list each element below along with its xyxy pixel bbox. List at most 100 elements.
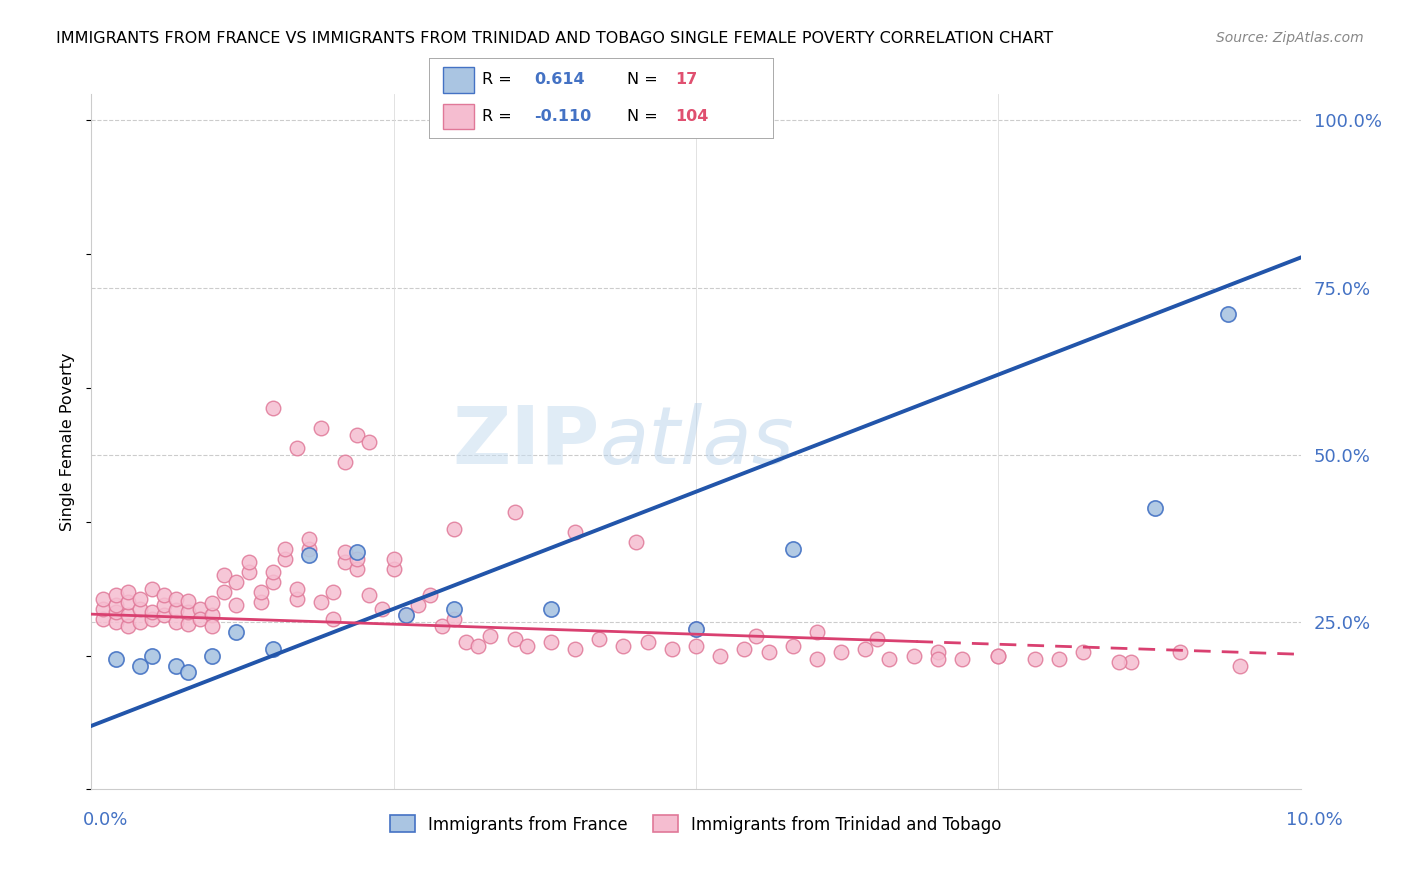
Point <box>395 608 418 623</box>
Text: ZIP: ZIP <box>451 402 599 481</box>
Point <box>782 541 804 556</box>
Point <box>927 645 949 659</box>
Point <box>612 639 634 653</box>
Point <box>128 602 150 616</box>
Point <box>540 602 562 616</box>
Point <box>588 632 610 646</box>
Point <box>516 639 538 653</box>
Point <box>382 551 405 566</box>
Point <box>733 642 755 657</box>
Point <box>335 545 357 559</box>
Point <box>987 648 1010 663</box>
Point <box>225 575 247 590</box>
Point <box>201 608 224 623</box>
Point <box>346 551 368 566</box>
Text: R =: R = <box>482 72 517 87</box>
Point <box>298 532 321 546</box>
Point <box>1047 652 1070 666</box>
Y-axis label: Single Female Poverty: Single Female Poverty <box>60 352 76 531</box>
Point <box>443 612 465 626</box>
Point <box>709 648 731 663</box>
Text: -0.110: -0.110 <box>534 109 591 124</box>
Legend: Immigrants from France, Immigrants from Trinidad and Tobago: Immigrants from France, Immigrants from … <box>384 809 1008 840</box>
Point <box>214 568 236 582</box>
Point <box>479 628 502 642</box>
Point <box>93 602 115 616</box>
Point <box>285 582 308 596</box>
Point <box>141 612 163 626</box>
Point <box>745 628 768 642</box>
Point <box>540 635 562 649</box>
Text: N =: N = <box>627 72 662 87</box>
Point <box>153 599 176 613</box>
Bar <box>443 67 474 93</box>
Point <box>249 585 271 599</box>
Point <box>262 401 284 416</box>
Point <box>225 625 247 640</box>
Point <box>382 562 405 576</box>
Point <box>430 618 453 632</box>
Point <box>285 442 308 456</box>
Text: IMMIGRANTS FROM FRANCE VS IMMIGRANTS FROM TRINIDAD AND TOBAGO SINGLE FEMALE POVE: IMMIGRANTS FROM FRANCE VS IMMIGRANTS FRO… <box>56 31 1053 46</box>
Point <box>177 665 200 680</box>
Point <box>406 599 429 613</box>
Point <box>238 555 260 569</box>
Point <box>322 585 344 599</box>
Point <box>1168 645 1191 659</box>
Point <box>1144 501 1167 516</box>
Text: 17: 17 <box>675 72 697 87</box>
Text: R =: R = <box>482 109 517 124</box>
Point <box>1121 655 1143 669</box>
Text: atlas: atlas <box>599 402 794 481</box>
Point <box>1216 307 1239 322</box>
Point <box>104 589 127 603</box>
Point <box>117 595 139 609</box>
Point <box>153 608 176 623</box>
Point <box>128 658 150 673</box>
Point <box>661 642 683 657</box>
Point <box>128 615 150 630</box>
Point <box>903 648 925 663</box>
Point <box>782 639 804 653</box>
Point <box>853 642 876 657</box>
Point <box>685 622 707 636</box>
Point <box>165 603 187 617</box>
Text: Source: ZipAtlas.com: Source: ZipAtlas.com <box>1216 31 1364 45</box>
Point <box>201 597 224 611</box>
Point <box>346 428 368 442</box>
Point <box>93 591 115 606</box>
Point <box>1024 652 1046 666</box>
Point <box>866 632 889 646</box>
Point <box>758 645 780 659</box>
Point <box>685 639 707 653</box>
Point <box>309 421 332 435</box>
Point <box>177 594 200 608</box>
Point <box>141 605 163 619</box>
Point <box>467 639 489 653</box>
Point <box>359 589 381 603</box>
Point <box>104 615 127 630</box>
Point <box>443 521 465 535</box>
Point <box>177 605 200 619</box>
Point <box>346 545 368 559</box>
Point <box>165 591 187 606</box>
Point <box>141 582 163 596</box>
Point <box>298 548 321 563</box>
Point <box>117 618 139 632</box>
Point <box>214 585 236 599</box>
Point <box>285 591 308 606</box>
Point <box>950 652 973 666</box>
Point <box>564 642 586 657</box>
Point <box>624 535 647 549</box>
Point <box>503 505 526 519</box>
Text: 10.0%: 10.0% <box>1286 811 1343 829</box>
Point <box>225 599 247 613</box>
Point <box>238 565 260 579</box>
Point <box>298 541 321 556</box>
Point <box>987 648 1010 663</box>
Point <box>322 612 344 626</box>
Point <box>153 589 176 603</box>
Point <box>262 565 284 579</box>
Point <box>188 602 211 616</box>
Point <box>201 648 224 663</box>
